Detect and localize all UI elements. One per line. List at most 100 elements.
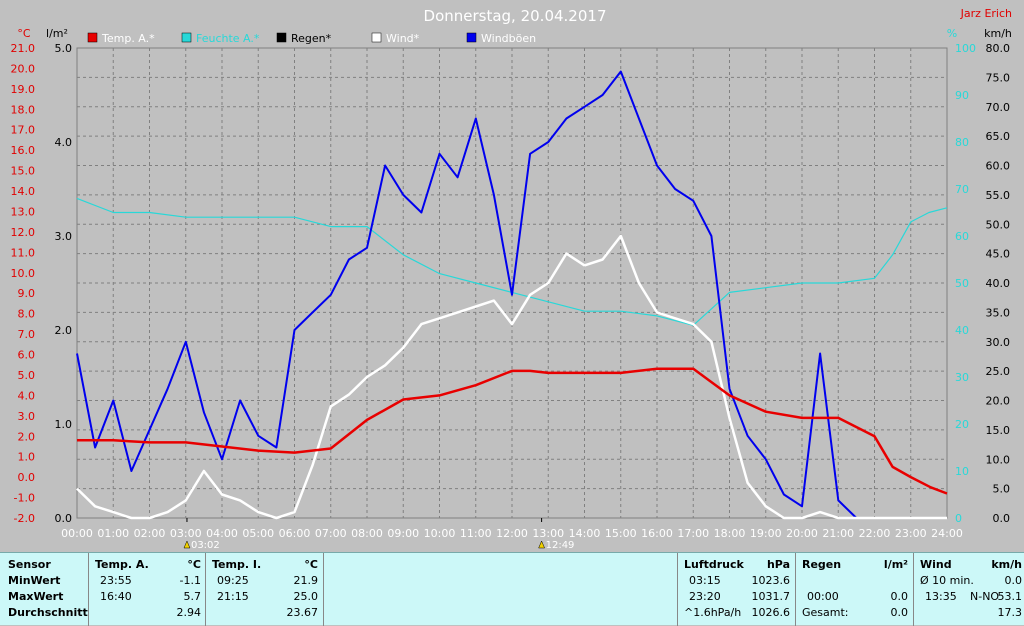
wind-avg-label: Ø 10 min. (920, 574, 974, 587)
humidity-tick-label: 90 (955, 89, 969, 102)
rain-tick-label: 1.0 (55, 418, 73, 431)
pressure-trend: ^1.6hPa/h (684, 606, 742, 619)
temp-a-column: Temp. A. °C 23:55 -1.1 16:40 5.7 2.94 (95, 557, 201, 621)
chart-title: Donnerstag, 20.04.2017 (424, 7, 607, 25)
wind-avg: 0.0 (1004, 574, 1023, 587)
temp-i-min-time: 09:25 (217, 574, 249, 587)
temp-unit-label: °C (17, 27, 31, 40)
legend-swatch (466, 32, 477, 43)
series-line-windböen (76, 70, 947, 519)
temp-a-max: 5.7 (183, 590, 202, 603)
temp-tick-label: 1.0 (18, 451, 36, 464)
temp-a-max-time: 16:40 (100, 590, 132, 603)
pressure-column: Luftdruck hPa 03:15 1023.6 23:20 1031.7 ^1.… (684, 557, 790, 621)
temp-tick-label: 19.0 (11, 83, 36, 96)
wind-tick-label: 15.0 (986, 424, 1011, 437)
rain-unit-label: l/m² (46, 27, 68, 40)
separator (677, 553, 678, 626)
humidity-tick-label: 60 (955, 230, 969, 243)
wind-tick-label: 5.0 (993, 483, 1011, 496)
x-tick-label: 00:00 (61, 527, 93, 540)
rain-max: 0.0 (890, 590, 909, 603)
separator (323, 553, 324, 626)
separator (913, 553, 914, 626)
legend-label: Windböen (481, 32, 536, 45)
wind-tick-label: 75.0 (986, 71, 1011, 84)
rain-max-time: 00:00 (807, 590, 839, 603)
pressure-unit: hPa (766, 558, 790, 571)
temp-a-unit: °C (187, 558, 201, 571)
x-tick-label: 03:00 (170, 527, 202, 540)
legend-label: Temp. A.* (101, 32, 155, 45)
temp-tick-label: 14.0 (11, 185, 36, 198)
humidity-unit-label: % (947, 27, 957, 40)
x-tick-label: 20:00 (786, 527, 818, 540)
temp-tick-label: 20.0 (11, 62, 36, 75)
x-tick-label: 02:00 (134, 527, 166, 540)
x-tick-label: 22:00 (859, 527, 891, 540)
x-tick-label: 15:00 (605, 527, 637, 540)
wind-tick-label: 0.0 (993, 512, 1011, 525)
legend-swatch (87, 32, 98, 43)
rain-tick-label: 4.0 (55, 136, 73, 149)
x-tick-label: 21:00 (822, 527, 854, 540)
separator (795, 553, 796, 626)
marker-time-label: 03:02 (191, 540, 220, 550)
wind-tick-label: 10.0 (986, 453, 1011, 466)
temp-tick-label: 8.0 (18, 308, 36, 321)
x-tick-label: 10:00 (424, 527, 456, 540)
temp-i-unit: °C (304, 558, 318, 571)
wind-unit-label: km/h (984, 27, 1012, 40)
x-tick-label: 05:00 (242, 527, 274, 540)
temp-tick-label: 0.0 (18, 471, 36, 484)
chart-grid (76, 47, 948, 519)
pressure-min: 1023.6 (751, 574, 791, 587)
temp-i-column: Temp. I. °C 09:25 21.9 21:15 25.0 23.67 (212, 557, 318, 621)
humidity-tick-label: 20 (955, 418, 969, 431)
legend-swatch (276, 32, 287, 43)
x-tick-label: 14:00 (569, 527, 601, 540)
x-tick-label: 07:00 (315, 527, 347, 540)
temp-a-min-time: 23:55 (100, 574, 132, 587)
author-label: Jarz Erich (960, 7, 1012, 20)
series-line-temp-a (77, 367, 948, 495)
legend-label: Wind* (386, 32, 420, 45)
temp-i-header: Temp. I. (212, 558, 262, 571)
wind-column: Wind km/h Ø 10 min. 0.0 13:35 N-NO 53.1 17.3 (920, 557, 1022, 621)
temp-a-min: -1.1 (179, 574, 201, 587)
wind-unit: km/h (991, 558, 1022, 571)
humidity-tick-label: 30 (955, 371, 969, 384)
wind-tick-label: 65.0 (986, 130, 1011, 143)
rain-header: Regen (802, 558, 842, 571)
wind-tick-label: 40.0 (986, 277, 1011, 290)
rain-tick-label: 5.0 (55, 42, 73, 55)
temp-tick-label: 4.0 (18, 389, 36, 402)
separator (88, 553, 89, 626)
temp-tick-label: -2.0 (14, 512, 35, 525)
temp-tick-label: 9.0 (18, 287, 36, 300)
temp-tick-label: 17.0 (11, 124, 36, 137)
chart-legend: Temp. A.* Feuchte A.* Regen* Wind* Windböen (87, 32, 536, 45)
series-line-wind (76, 234, 947, 520)
rain-column: Regen l/m² 00:00 0.0 Gesamt: 0.0 (802, 557, 908, 621)
temp-i-min: 21.9 (293, 574, 319, 587)
separator (205, 553, 206, 626)
chart-background (0, 0, 1024, 550)
temp-a-avg: 2.94 (176, 606, 202, 619)
legend-swatch (371, 32, 382, 43)
pressure-max: 1031.7 (751, 590, 791, 603)
rain-tick-label: 3.0 (55, 230, 73, 243)
temp-tick-label: 18.0 (11, 103, 36, 116)
sensor-column: Sensor MinWert MaxWert Durchschnitt (8, 557, 88, 621)
wind-tick-label: 80.0 (986, 42, 1011, 55)
sensor-header: Sensor (8, 558, 51, 571)
sun-marker-icon (183, 540, 191, 549)
wind-tick-label: 55.0 (986, 189, 1011, 202)
x-tick-label: 18:00 (714, 527, 746, 540)
x-tick-label: 23:00 (895, 527, 927, 540)
humidity-tick-label: 0 (955, 512, 962, 525)
rain-unit: l/m² (883, 558, 908, 571)
wind-header: Wind (920, 558, 952, 571)
series-line-feuchte-a (76, 197, 948, 326)
wind-tick-label: 70.0 (986, 101, 1011, 114)
